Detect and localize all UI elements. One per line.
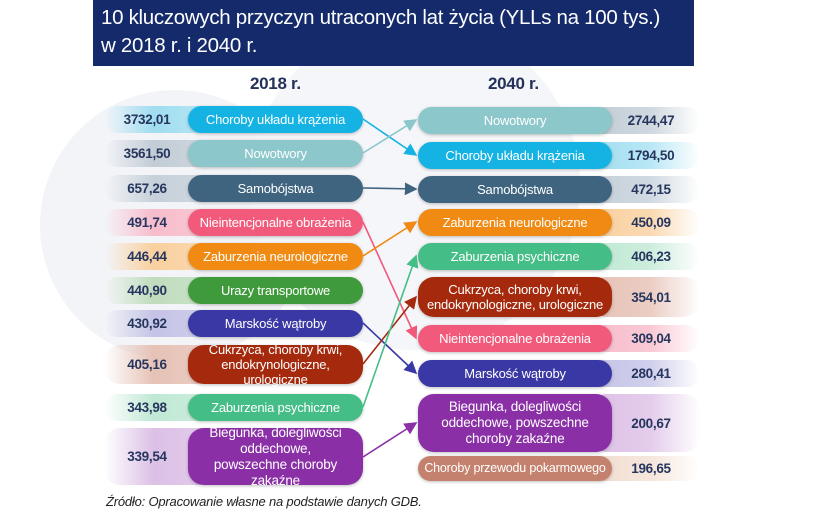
cause-pill-samobojstwa: Samobójstwa — [418, 176, 612, 203]
page-title: 10 kluczowych przyczyn utraconych lat ży… — [101, 4, 660, 60]
source-note: Źródło: Opracowanie własne na podstawie … — [106, 494, 422, 509]
value-2018: 440,90 — [127, 283, 167, 298]
arrow-biegunka — [362, 422, 418, 458]
cause-pill-zaburzenia-neurologiczne: Zaburzenia neurologiczne — [188, 243, 363, 270]
cause-pill-nowotwory: Nowotwory — [418, 107, 612, 134]
column-header-2040: 2040 r. — [488, 74, 539, 93]
cause-pill-choroby-przewodu-pokarmowego: Choroby przewodu pokarmowego — [418, 456, 612, 481]
cause-pill-choroby-ukladu-krazenia: Choroby układu krążenia — [188, 106, 363, 133]
cause-pill-biegunka: Biegunka, dolegliwości oddechowe, powsze… — [188, 425, 363, 488]
cause-pill-biegunka: Biegunka, dolegliwości oddechowe, powsze… — [418, 394, 612, 452]
value-2040: 280,41 — [631, 366, 671, 381]
cause-pill-nieintencjonalne-obrazenia: Nieintencjonalne obrażenia — [418, 325, 612, 352]
value-2018: 657,26 — [127, 181, 167, 196]
cause-pill-zaburzenia-neurologiczne: Zaburzenia neurologiczne — [418, 209, 612, 236]
arrow-nowotwory — [362, 119, 418, 154]
value-2040: 200,67 — [631, 415, 671, 431]
cause-pill-nowotwory: Nowotwory — [188, 140, 363, 167]
arrow-zaburzenia-neurologiczne — [362, 221, 418, 257]
value-2040: 1794,50 — [627, 148, 675, 163]
cause-pill-choroby-ukladu-krazenia: Choroby układu krążenia — [418, 142, 612, 169]
column-header-2018: 2018 r. — [250, 74, 301, 93]
title-line-1: 10 kluczowych przyczyn utraconych lat ży… — [101, 6, 661, 29]
value-2040: 406,23 — [631, 249, 671, 264]
arrow-zaburzenia-psychiczne — [362, 254, 419, 408]
title-line-2: w 2018 r. i 2040 r. — [101, 34, 258, 57]
value-2018: 3732,01 — [123, 112, 171, 127]
value-2018: 339,54 — [127, 449, 167, 464]
value-2018: 430,92 — [127, 316, 167, 331]
value-2040: 2744,47 — [627, 113, 675, 128]
arrow-marskosc-watroby — [362, 322, 418, 375]
value-2018: 491,74 — [127, 215, 167, 230]
cause-pill-urazy-transportowe: Urazy transportowe — [188, 277, 363, 304]
cause-pill-marskosc-watroby: Marskość wątroby — [188, 310, 363, 337]
value-2040: 354,01 — [631, 289, 671, 305]
cause-pill-samobojstwa: Samobójstwa — [188, 175, 363, 202]
value-2040: 309,04 — [631, 331, 671, 346]
cause-pill-nieintencjonalne-obrazenia: Nieintencjonalne obrażenia — [188, 209, 363, 236]
arrow-nieintencjonalne-obrazenia — [362, 221, 418, 340]
cause-pill-cukrzyca: Cukrzyca, choroby krwi, endokrynologiczn… — [418, 277, 612, 317]
cause-pill-marskosc-watroby: Marskość wątroby — [418, 360, 612, 387]
value-2018: 446,44 — [127, 249, 167, 264]
value-2018: 343,98 — [127, 400, 167, 415]
value-2040: 196,65 — [631, 461, 671, 476]
title-banner: 10 kluczowych przyczyn utraconych lat ży… — [93, 0, 694, 66]
value-2040: 450,09 — [631, 215, 671, 230]
value-2018: 3561,50 — [123, 146, 171, 161]
value-2018: 405,16 — [127, 357, 167, 372]
cause-pill-cukrzyca: Cukrzyca, choroby krwi, endokrynologiczn… — [188, 342, 363, 387]
arrow-samobojstwa — [362, 182, 418, 196]
cause-pill-zaburzenia-psychiczne: Zaburzenia psychiczne — [418, 243, 612, 270]
cause-pill-zaburzenia-psychiczne: Zaburzenia psychiczne — [188, 394, 363, 421]
value-2040: 472,15 — [631, 182, 671, 197]
